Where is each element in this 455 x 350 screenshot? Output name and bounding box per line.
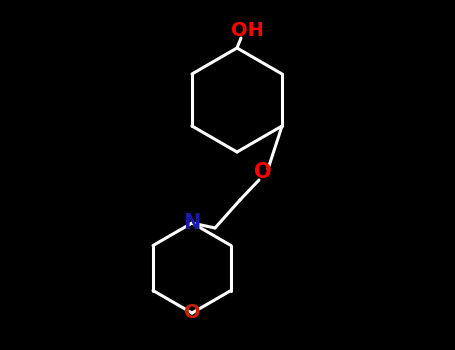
Text: O: O bbox=[254, 162, 272, 182]
Text: O: O bbox=[184, 303, 200, 322]
Text: N: N bbox=[183, 213, 201, 233]
Text: OH: OH bbox=[231, 21, 263, 40]
